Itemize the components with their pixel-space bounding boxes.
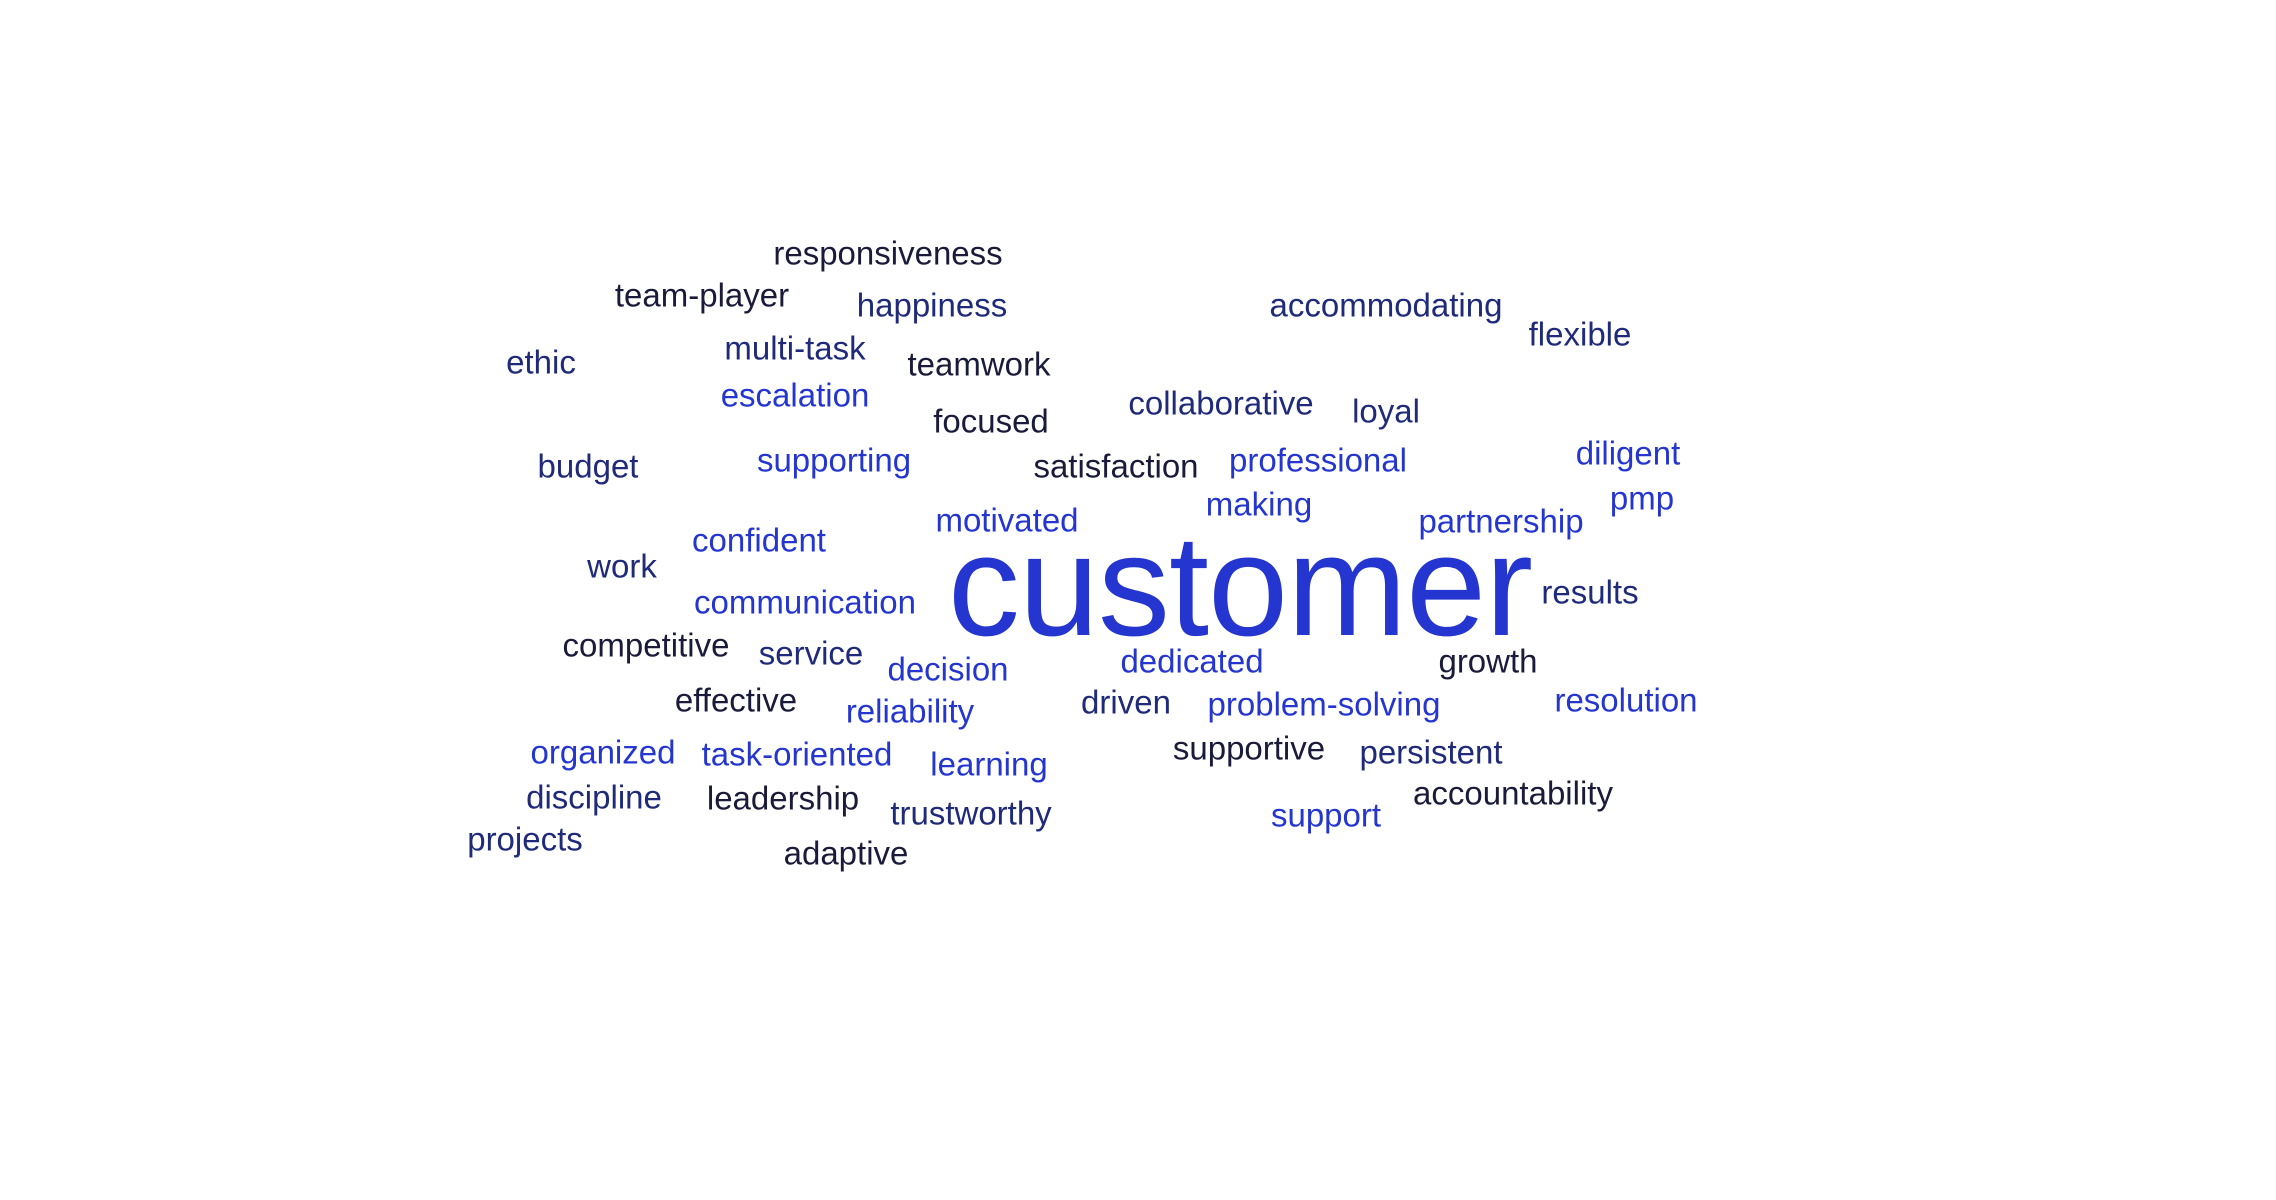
word-service: service bbox=[758, 634, 864, 672]
word-trustworthy: trustworthy bbox=[890, 794, 1052, 832]
word-focused: focused bbox=[933, 402, 1049, 440]
word-effective: effective bbox=[674, 681, 798, 719]
word-discipline: discipline bbox=[526, 778, 662, 816]
word-budget: budget bbox=[537, 447, 639, 485]
word-teamwork: teamwork bbox=[907, 345, 1051, 383]
word-pmp: pmp bbox=[1609, 479, 1675, 517]
word-responsiveness: responsiveness bbox=[773, 234, 1003, 272]
word-problem-solving: problem-solving bbox=[1207, 685, 1441, 723]
word-confident: confident bbox=[692, 521, 826, 559]
word-supporting: supporting bbox=[756, 441, 912, 479]
word-flexible: flexible bbox=[1528, 315, 1632, 353]
word-multi-task: multi-task bbox=[724, 329, 866, 367]
word-collaborative: collaborative bbox=[1128, 384, 1314, 422]
word-satisfaction: satisfaction bbox=[1033, 447, 1199, 485]
word-dedicated: dedicated bbox=[1120, 642, 1264, 680]
word-leadership: leadership bbox=[706, 779, 860, 817]
word-professional: professional bbox=[1229, 441, 1407, 479]
word-supportive: supportive bbox=[1172, 729, 1326, 767]
word-communication: communication bbox=[694, 583, 916, 621]
word-accountability: accountability bbox=[1413, 774, 1613, 812]
word-escalation: escalation bbox=[720, 376, 870, 414]
word-customer: customer bbox=[947, 505, 1533, 666]
word-making: making bbox=[1205, 485, 1313, 523]
word-ethic: ethic bbox=[506, 343, 576, 381]
word-persistent: persistent bbox=[1359, 733, 1503, 771]
word-support: support bbox=[1270, 796, 1382, 834]
word-happiness: happiness bbox=[856, 286, 1008, 324]
word-resolution: resolution bbox=[1554, 681, 1698, 719]
word-organized: organized bbox=[530, 733, 676, 771]
word-learning: learning bbox=[930, 745, 1048, 783]
word-partnership: partnership bbox=[1418, 502, 1584, 540]
word-accommodating: accommodating bbox=[1269, 286, 1503, 324]
word-growth: growth bbox=[1438, 642, 1538, 680]
word-competitive: competitive bbox=[562, 626, 730, 664]
word-reliability: reliability bbox=[845, 692, 975, 730]
word-team-player: team-player bbox=[614, 276, 790, 314]
word-loyal: loyal bbox=[1352, 392, 1420, 430]
word-adaptive: adaptive bbox=[783, 834, 909, 872]
word-decision: decision bbox=[887, 650, 1009, 688]
word-motivated: motivated bbox=[935, 501, 1079, 539]
word-diligent: diligent bbox=[1575, 434, 1681, 472]
word-work: work bbox=[587, 547, 657, 585]
word-projects: projects bbox=[467, 820, 583, 858]
word-driven: driven bbox=[1081, 683, 1171, 721]
word-task-oriented: task-oriented bbox=[701, 735, 893, 773]
word-results: results bbox=[1541, 573, 1639, 611]
